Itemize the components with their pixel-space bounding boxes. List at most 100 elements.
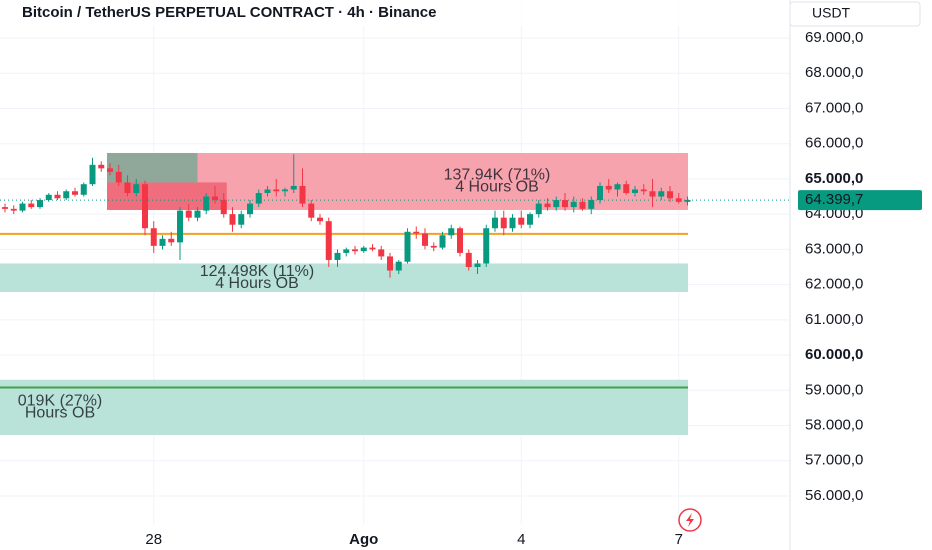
candle-body	[448, 228, 455, 236]
order-block	[0, 263, 688, 293]
alert-icon-bolt	[686, 513, 694, 527]
y-tick-label: 57.000,0	[805, 452, 863, 469]
candle-body	[570, 201, 577, 208]
candle-body	[527, 214, 533, 225]
y-tick-label: 62.000,0	[805, 276, 863, 293]
candle-body	[168, 238, 175, 243]
candle-body	[334, 252, 341, 260]
candle-body	[492, 217, 498, 229]
candle-body	[352, 249, 358, 252]
candle-body	[2, 207, 8, 209]
candle-body	[588, 200, 595, 209]
candle-body	[54, 194, 61, 199]
candle-body	[72, 191, 78, 195]
y-tick-label: 58.000,0	[805, 416, 863, 433]
last-price-label: 64.399,7	[805, 191, 863, 208]
candle-body	[395, 261, 402, 271]
candle-body	[658, 191, 665, 197]
candle-body	[28, 203, 35, 208]
candle-body	[325, 221, 332, 260]
candle-body	[430, 245, 437, 248]
candle-body	[535, 203, 542, 215]
order-block-label: 4 Hours OB	[215, 275, 299, 292]
candle-body	[317, 217, 323, 222]
candle-body	[457, 228, 463, 253]
candle-body	[89, 164, 96, 185]
candle-body	[37, 200, 43, 208]
order-block-label: Hours OB	[25, 405, 95, 422]
candle-body	[649, 191, 656, 197]
candle-body	[150, 228, 157, 246]
candle-body	[483, 228, 490, 264]
last-price-badge	[798, 190, 922, 211]
candle-body	[579, 201, 586, 209]
candle-body	[142, 184, 148, 229]
x-tick-label: 28	[145, 531, 162, 548]
candle-body	[369, 247, 376, 250]
candle-body	[562, 200, 568, 208]
x-tick-label: 7	[675, 531, 683, 548]
candle-body	[299, 185, 306, 204]
currency-box[interactable]	[789, 1, 921, 27]
candle-body	[404, 231, 411, 262]
candle-body	[80, 184, 87, 195]
candle-body	[282, 189, 288, 192]
y-tick-label: 65.000,0	[805, 170, 863, 187]
candle-body	[544, 203, 551, 208]
candle-body	[19, 203, 26, 211]
candle-body	[247, 203, 253, 215]
y-tick-label: 61.000,0	[805, 311, 863, 328]
order-block-label: 019K (27%)	[18, 393, 103, 410]
candle-body	[63, 191, 70, 199]
candle-body	[98, 164, 105, 169]
candle-body	[360, 247, 367, 252]
y-tick-label: 56.000,0	[805, 487, 863, 504]
y-tick-label: 63.000,0	[805, 240, 863, 257]
candle-body	[343, 249, 350, 253]
order-block	[0, 379, 688, 436]
y-tick-label: 69.000,0	[805, 29, 863, 46]
y-tick-label: 67.000,0	[805, 99, 863, 116]
candle-body	[413, 231, 420, 234]
title-backdrop	[0, 0, 785, 26]
candle-body	[667, 191, 673, 199]
candle-body	[185, 210, 192, 218]
candle-body	[509, 217, 516, 229]
candle-body	[45, 194, 52, 201]
y-tick-label: 68.000,0	[805, 64, 863, 81]
candle-body	[518, 217, 525, 225]
candle-body	[308, 203, 315, 218]
order-block-label: 4 Hours OB	[455, 179, 539, 196]
candle-body	[675, 198, 682, 202]
candle-body	[439, 235, 446, 248]
currency-label[interactable]: USDT	[812, 5, 851, 21]
candle-body	[623, 184, 630, 194]
candle-body	[220, 200, 227, 215]
y-tick-label: 60.000,0	[805, 346, 863, 363]
candle-body	[238, 214, 245, 225]
x-tick-label: Ago	[349, 531, 378, 548]
candle-body	[387, 256, 393, 271]
candle-body	[378, 249, 385, 257]
candle-body	[115, 171, 122, 183]
order-block	[107, 152, 198, 183]
order-block-label: 124.498K (11%)	[200, 263, 314, 280]
candle-body	[10, 208, 17, 211]
candle-body	[500, 217, 507, 229]
x-tick-label: 4	[517, 531, 525, 548]
order-block-label: 137.94K (71%)	[444, 167, 551, 184]
candle-body	[177, 210, 183, 243]
candle-body	[255, 193, 262, 204]
candle-body	[422, 233, 428, 246]
candle-body	[194, 210, 201, 218]
candle-body	[597, 185, 603, 201]
y-tick-label: 66.000,0	[805, 135, 863, 152]
candle-body	[212, 196, 218, 201]
candle-body	[229, 214, 236, 225]
candle-body	[640, 189, 647, 192]
candle-body	[159, 238, 166, 246]
y-tick-label: 59.000,0	[805, 381, 863, 398]
candle-body	[133, 184, 140, 194]
